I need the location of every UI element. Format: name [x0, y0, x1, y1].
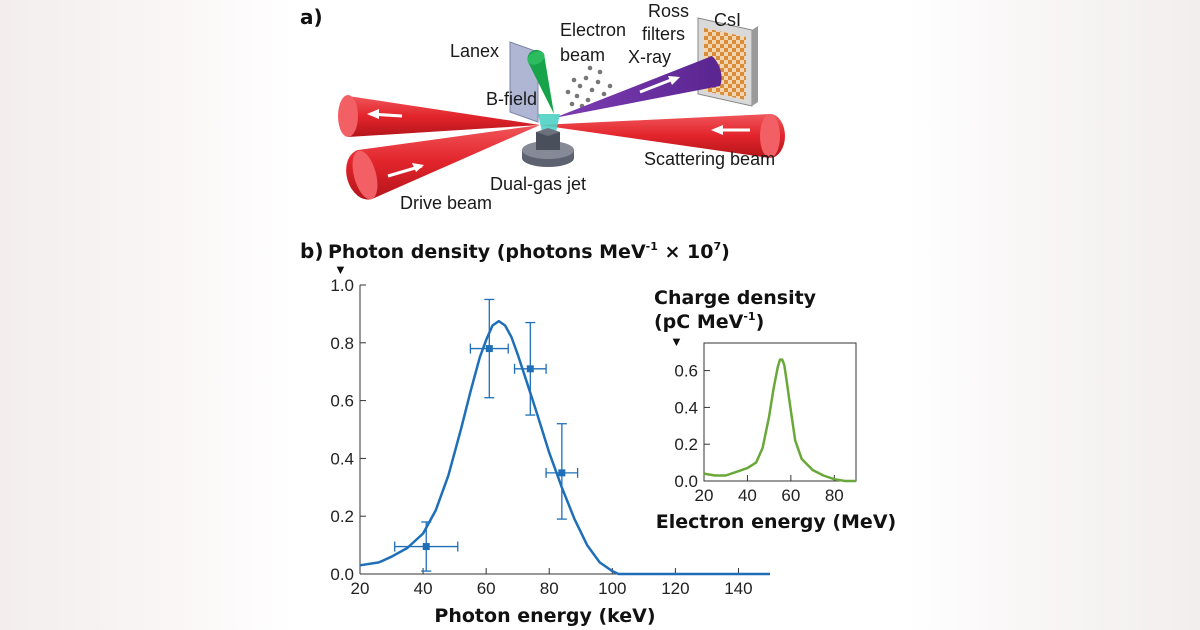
- label-lanex: Lanex: [450, 41, 499, 61]
- electron-beam: [527, 49, 554, 114]
- photon-spectrum-data-point: [394, 521, 459, 572]
- photon-spectrum-data-point: [469, 298, 509, 399]
- photon-spectrum-ytick-label: 0.0: [330, 565, 354, 584]
- photon-spectrum-ytick-label: 1.0: [330, 276, 354, 295]
- photon-spectrum-data-point: [513, 321, 547, 416]
- label-csi: CsI: [714, 10, 741, 30]
- electron-spectrum-inset-xtick-label: 20: [695, 486, 714, 505]
- main-title-sup2: 7: [713, 240, 721, 253]
- point-marker: [558, 469, 566, 477]
- point-marker: [422, 543, 430, 551]
- drive-beam: [346, 125, 540, 200]
- photon-spectrum-xtick-label: 100: [598, 579, 626, 598]
- label-dual-gas-jet: Dual-gas jet: [490, 174, 586, 194]
- inset-title-2-pre: (pC MeV: [654, 311, 744, 333]
- main-chart: 0.0 0.2 0.4 0.6 0.8 1.0 20 40 60 80 100 120 140 Photo…: [330, 276, 770, 627]
- photon-spectrum-ytick-label: 0.4: [330, 449, 354, 468]
- photon-spectrum-xtick-label: 80: [540, 579, 559, 598]
- electron-spectrum-inset-ytick-label: 0.0: [674, 472, 698, 491]
- main-title-text: Photon density (photons MeV: [328, 241, 646, 263]
- label-drive-beam: Drive beam: [400, 193, 492, 213]
- photon-spectrum-xtick-label: 120: [661, 579, 689, 598]
- point-marker: [485, 345, 493, 353]
- electron-spectrum-inset-frame: [703, 342, 857, 482]
- panel-b-label: b): [300, 239, 323, 263]
- label-bfield: B-field: [486, 89, 537, 109]
- electron-spectrum-inset-xtick-label: 80: [825, 486, 844, 505]
- panel-a-label: a): [300, 5, 323, 29]
- photon-spectrum-xtick-label: 60: [477, 579, 496, 598]
- xray-beam: [554, 56, 722, 118]
- electron-spectrum-inset-ytick-label: 0.4: [674, 398, 698, 417]
- electron-spectrum-inset-ytick-label: 0.2: [674, 435, 698, 454]
- point-marker: [526, 365, 534, 373]
- photon-spectrum-xtick-label: 140: [724, 579, 752, 598]
- figure-svg: a): [300, 1, 896, 627]
- photon-spectrum-xlabel: Photon energy (keV): [434, 605, 655, 627]
- ross-filters: [565, 65, 613, 109]
- right-background: [908, 0, 1200, 630]
- panel-b: b) Photon density (photons MeV-1 × 107) …: [300, 239, 896, 627]
- photon-spectrum-ytick-label: 0.8: [330, 334, 354, 353]
- photon-spectrum-ytick-label: 0.2: [330, 507, 354, 526]
- inset-y-arrow: ▼: [670, 334, 683, 349]
- label-electron-beam-1: Electron: [560, 20, 626, 40]
- label-ross-filters-1: Ross: [648, 1, 689, 21]
- label-electron-beam-2: beam: [560, 45, 605, 65]
- electron-spectrum-inset-xtick-label: 60: [781, 486, 800, 505]
- label-scattering-beam: Scattering beam: [644, 149, 775, 169]
- photon-spectrum-xtick-label: 20: [351, 579, 370, 598]
- left-background: [0, 0, 292, 630]
- photon-spectrum-series-line: [359, 319, 770, 576]
- main-chart-title: Photon density (photons MeV-1 × 107): [328, 240, 730, 263]
- electron-spectrum-inset-ytick-label: 0.6: [674, 362, 698, 381]
- left-beam: [338, 95, 540, 137]
- electron-spectrum-inset-xlabel: Electron energy (MeV): [656, 511, 896, 533]
- inset-title-2-sup: -1: [743, 310, 755, 323]
- label-xray: X-ray: [628, 47, 671, 67]
- inset-title-2-post: ): [756, 311, 765, 333]
- inset-chart: 0.0 0.2 0.4 0.6 20 40 60 80 Electron energy (MeV…: [656, 342, 896, 533]
- label-ross-filters-2: filters: [642, 24, 685, 44]
- main-title-sup1: -1: [646, 240, 658, 253]
- electron-spectrum-inset-series-line: [703, 358, 856, 483]
- photon-spectrum-ytick-label: 0.6: [330, 392, 354, 411]
- figure: a): [292, 0, 908, 630]
- panel-a: a): [300, 1, 785, 213]
- electron-spectrum-inset-xtick-label: 40: [738, 486, 757, 505]
- inset-title-line2: (pC MeV-1): [654, 310, 764, 333]
- main-title-end: ): [721, 241, 730, 263]
- scattering-beam: [540, 114, 785, 158]
- inset-title-line1: Charge density: [654, 287, 817, 309]
- main-y-arrow: ▼: [334, 262, 347, 277]
- photon-spectrum-xtick-label: 40: [414, 579, 433, 598]
- main-title-mid: × 10: [658, 241, 714, 263]
- photon-spectrum-data-point: [545, 423, 579, 520]
- gas-jet: [522, 114, 574, 167]
